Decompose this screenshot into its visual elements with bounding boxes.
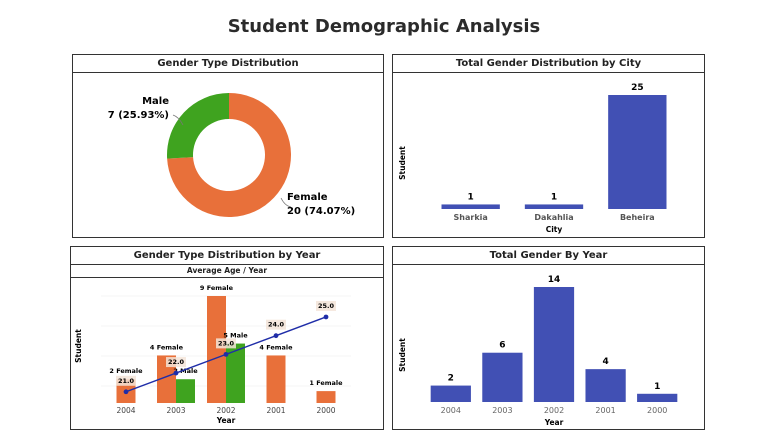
female-leader-line <box>280 197 292 208</box>
avg-age-point-2004 <box>123 389 129 395</box>
x-tick-sharkia: Sharkia <box>454 213 488 222</box>
x-tick-beheira: Beheira <box>620 213 655 222</box>
data-label-beheira: 25 <box>631 83 644 93</box>
total-year-title: Total Gender By Year <box>393 247 704 265</box>
total-year-bar-chart: 2 2004 6 2003 14 2002 4 2001 1 2000 Year Student <box>398 275 678 427</box>
female-label-2000: 1 Female <box>309 379 343 387</box>
x-axis-title: Year <box>544 418 564 427</box>
dashboard-title: Student Demographic Analysis <box>227 16 541 37</box>
female-bar-2003 <box>157 355 176 403</box>
avg-age-label-bg <box>216 338 236 349</box>
avg-age-label-2004: 21.0 <box>118 377 135 385</box>
data-label-2003: 6 <box>499 341 505 351</box>
female-bar-2002 <box>207 296 226 403</box>
gender-year-subtitle: Average Age / Year <box>186 266 268 275</box>
total-year-panel: Total Gender By Year 2 2004 6 2003 14 2002 4 20… <box>392 246 705 430</box>
female-label-2003: 4 Female <box>150 343 184 351</box>
gender-year-subtitle-rule <box>71 277 383 278</box>
x-tick-2003: 2003 <box>492 406 512 415</box>
x-axis-title: City <box>546 225 563 234</box>
donut-slice-female <box>167 93 291 217</box>
male-bar-2002 <box>226 343 245 403</box>
data-label-2001: 4 <box>602 357 608 367</box>
female-label-2002: 9 Female <box>200 284 234 292</box>
avg-age-label-2003: 22.0 <box>168 358 185 366</box>
bar-2003 <box>482 352 523 402</box>
gender-year-panel: Gender Type Distribution by Year Average… <box>70 246 384 430</box>
male-bar-2003 <box>176 379 195 403</box>
female-slice-value: 20 (74.07%) <box>287 206 355 217</box>
male-label-2003: 2 Male <box>173 367 198 375</box>
y-axis-title: Student <box>74 329 83 363</box>
x-tick-2002: 2002 <box>544 406 564 415</box>
bar-2001 <box>585 369 626 402</box>
bar-2000 <box>637 393 678 402</box>
y-axis-title: Student <box>398 146 407 180</box>
avg-age-label-2000: 25.0 <box>318 302 335 310</box>
avg-age-label-bg <box>116 375 136 386</box>
gender-city-title: Total Gender Distribution by City <box>393 55 704 73</box>
female-bar-2000 <box>316 391 336 403</box>
male-slice-label: Male <box>142 96 169 107</box>
bar-dakahlia <box>524 204 584 209</box>
x-tick-2004: 2004 <box>116 406 135 415</box>
y-axis-title: Student <box>398 338 407 372</box>
avg-age-label-bg <box>316 300 336 311</box>
avg-age-point-2003 <box>173 370 179 376</box>
data-label-dakahlia: 1 <box>551 192 557 202</box>
x-axis-title: Year <box>216 416 236 425</box>
x-tick-2000: 2000 <box>316 406 335 415</box>
gender-year-title: Gender Type Distribution by Year <box>71 247 383 265</box>
gender-city-bar-chart: 1 Sharkia 1 Dakahlia 25 Beheira City Student <box>398 83 667 234</box>
bar-beheira <box>608 95 667 209</box>
donut-slice-male <box>167 93 229 159</box>
avg-age-label-2001: 24.0 <box>268 321 285 329</box>
data-label-2002: 14 <box>548 275 561 285</box>
bar-2004 <box>430 385 471 402</box>
avg-age-point-2001 <box>273 333 279 339</box>
female-label-2001: 4 Female <box>259 343 293 351</box>
avg-age-label-bg <box>266 319 286 330</box>
x-tick-2002: 2002 <box>216 406 235 415</box>
avg-age-label-2002: 23.0 <box>218 339 235 347</box>
gender-type-donut-chart: Female 20 (74.07%) Male 7 (25.93%) <box>108 93 355 217</box>
avg-age-label-bg <box>166 357 186 368</box>
female-label-2004: 2 Female <box>109 367 143 375</box>
data-label-sharkia: 1 <box>468 192 474 202</box>
data-label-2004: 2 <box>448 374 454 384</box>
female-slice-label: Female <box>287 192 328 203</box>
bar-2002 <box>533 287 575 402</box>
data-label-2000: 1 <box>654 382 660 392</box>
gender-city-panel: Total Gender Distribution by City 1 Shark… <box>392 54 705 238</box>
male-slice-value: 7 (25.93%) <box>108 110 169 121</box>
female-bar-2001 <box>266 355 286 403</box>
x-tick-2001: 2001 <box>266 406 285 415</box>
gender-type-title: Gender Type Distribution <box>73 55 383 73</box>
avg-age-point-2000 <box>323 314 329 320</box>
gender-type-panel: Gender Type Distribution Female 20 (74.07… <box>72 54 384 238</box>
x-tick-dakahlia: Dakahlia <box>534 213 573 222</box>
x-tick-2004: 2004 <box>441 406 461 415</box>
male-label-2002: 5 Male <box>223 332 248 340</box>
x-tick-2000: 2000 <box>647 406 667 415</box>
x-tick-2003: 2003 <box>166 406 185 415</box>
bar-sharkia <box>441 204 500 209</box>
gender-year-combo-chart: 2 Female 2004 4 Female 2 Male 2003 9 Female 5 … <box>74 284 351 425</box>
male-leader-line <box>172 114 184 126</box>
avg-age-point-2002 <box>223 351 229 357</box>
x-tick-2001: 2001 <box>595 406 615 415</box>
